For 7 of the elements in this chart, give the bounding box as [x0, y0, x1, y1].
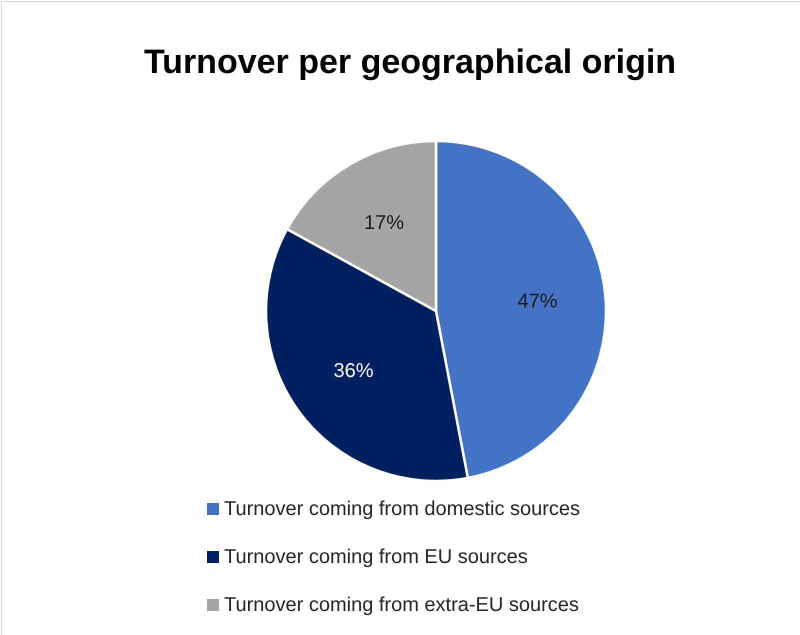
data-label: 47% [518, 290, 558, 312]
data-label: 17% [364, 212, 404, 234]
legend-label: Turnover coming from extra-EU sources [224, 594, 579, 616]
data-label: 36% [333, 360, 374, 382]
legend-label: Turnover coming from domestic sources [224, 498, 580, 520]
legend-label: Turnover coming from EU sources [224, 546, 528, 568]
chart-title: Turnover per geographical origin [144, 43, 676, 81]
